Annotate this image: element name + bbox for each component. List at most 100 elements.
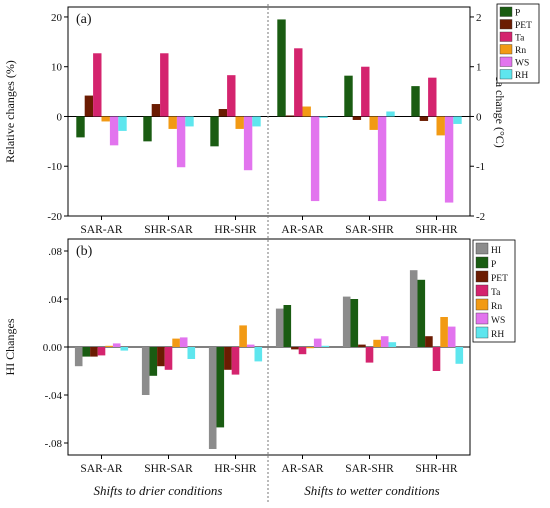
bar-p bbox=[76, 116, 85, 138]
y2-tick-label: 0 bbox=[476, 111, 482, 123]
bar-ws bbox=[310, 116, 320, 202]
y-tick-label: 0 bbox=[57, 111, 63, 123]
bar-ta bbox=[432, 347, 441, 371]
bar-ta bbox=[298, 347, 307, 355]
legend-swatch-rh bbox=[499, 69, 513, 80]
legend-label-pet: PET bbox=[491, 274, 508, 284]
y-tick-label: -.04 bbox=[45, 390, 63, 402]
bar-hi bbox=[342, 296, 351, 347]
legend-label-rn: Rn bbox=[515, 46, 526, 56]
bar-p bbox=[277, 19, 286, 117]
bar-ta bbox=[227, 75, 236, 117]
bar-ta bbox=[231, 347, 240, 375]
footer-wetter: Shifts to wetter conditions bbox=[304, 483, 439, 498]
y-tick-label: -.08 bbox=[45, 438, 63, 450]
bar-rh bbox=[254, 347, 263, 362]
bar-pet bbox=[84, 95, 94, 117]
bar-hi bbox=[208, 347, 217, 449]
y-tick-label: 20 bbox=[51, 12, 63, 24]
y2-tick-label: 2 bbox=[476, 12, 482, 24]
bar-rh bbox=[118, 116, 127, 131]
bar-rh bbox=[120, 347, 129, 351]
bar-rn bbox=[302, 106, 311, 117]
bar-hi bbox=[275, 308, 284, 347]
legend-swatch-ws bbox=[475, 312, 489, 325]
y2-tick-label: -1 bbox=[476, 161, 485, 173]
bar-p bbox=[143, 116, 152, 142]
bar-ta bbox=[361, 66, 370, 117]
bar-rh bbox=[455, 347, 464, 364]
y-axis-label: Relative changes (%) bbox=[3, 60, 17, 163]
panel-label: (a) bbox=[76, 12, 92, 27]
y2-tick-label: -2 bbox=[476, 211, 485, 223]
legend-label-rh: RH bbox=[491, 330, 504, 340]
bar-p bbox=[283, 305, 292, 347]
bar-p bbox=[344, 75, 353, 117]
y-tick-label: -10 bbox=[47, 161, 62, 173]
bar-rh bbox=[453, 116, 462, 124]
bar-ta bbox=[160, 53, 169, 117]
legend-swatch-ws bbox=[499, 56, 513, 67]
bar-rn bbox=[235, 116, 244, 129]
bar-pet bbox=[285, 115, 295, 117]
x-tick-label: SAR-AR bbox=[80, 224, 123, 236]
legend-label-hi: HI bbox=[491, 246, 501, 256]
y-axis-label: HI Changes bbox=[3, 318, 17, 375]
bar-pet bbox=[291, 347, 299, 350]
x-tick-label: SAR-AR bbox=[80, 463, 123, 475]
legend-label-ta: Ta bbox=[491, 288, 501, 298]
bar-hi bbox=[409, 270, 418, 347]
x-tick-label: SHR-SAR bbox=[144, 224, 193, 236]
x-tick-label: SHR-HR bbox=[415, 463, 458, 475]
footer-drier: Shifts to drier conditions bbox=[94, 483, 223, 498]
bar-ws bbox=[444, 116, 454, 203]
bar-pet bbox=[224, 347, 232, 370]
x-tick-label: HR-SHR bbox=[214, 224, 257, 236]
bar-p bbox=[210, 116, 219, 147]
legend-swatch-rn bbox=[499, 44, 513, 55]
bar-p bbox=[417, 279, 426, 347]
bar-ws bbox=[112, 343, 121, 347]
bar-ws bbox=[109, 116, 119, 146]
legend-swatch-rn bbox=[475, 298, 489, 311]
bar-rh bbox=[319, 116, 328, 118]
bar-rh bbox=[252, 116, 261, 127]
x-tick-label: SHR-HR bbox=[415, 224, 458, 236]
bar-ta bbox=[97, 347, 106, 356]
legend-label-rh: RH bbox=[515, 71, 528, 81]
y2-tick-label: 1 bbox=[476, 62, 482, 74]
legend-label-ws: WS bbox=[491, 316, 505, 326]
bar-pet bbox=[151, 104, 161, 117]
bar-rn bbox=[101, 116, 110, 122]
bar-pet bbox=[425, 336, 433, 347]
y-tick-label: -20 bbox=[47, 211, 62, 223]
x-tick-label: AR-SAR bbox=[281, 463, 324, 475]
bar-rn bbox=[239, 325, 247, 347]
plot-frame bbox=[67, 6, 471, 217]
legend-label-pet: PET bbox=[515, 21, 532, 31]
bar-rn bbox=[373, 339, 381, 347]
bar-rn bbox=[440, 317, 448, 347]
x-tick-label: AR-SAR bbox=[281, 224, 324, 236]
bar-ws bbox=[313, 338, 322, 347]
bar-rn bbox=[172, 338, 180, 347]
legend-label-ws: WS bbox=[515, 59, 529, 69]
bar-ta bbox=[294, 48, 303, 117]
bar-ws bbox=[176, 116, 186, 168]
bar-p bbox=[82, 347, 91, 357]
legend-swatch-p bbox=[475, 256, 489, 269]
legend-swatch-ta bbox=[499, 31, 513, 42]
bar-p bbox=[411, 86, 420, 117]
bar-pet bbox=[358, 344, 366, 347]
panel-label: (b) bbox=[76, 244, 93, 259]
bar-rn bbox=[369, 116, 378, 130]
bar-ws bbox=[447, 326, 456, 347]
bar-rh bbox=[321, 345, 330, 347]
y-tick-label: 0.00 bbox=[43, 342, 63, 354]
bar-rn bbox=[105, 345, 113, 347]
bar-rh bbox=[388, 342, 397, 347]
y-tick-label: 10 bbox=[51, 62, 63, 74]
y2-axis-label: Ta change (°C) bbox=[493, 75, 507, 148]
legend-label-ta: Ta bbox=[515, 34, 525, 44]
